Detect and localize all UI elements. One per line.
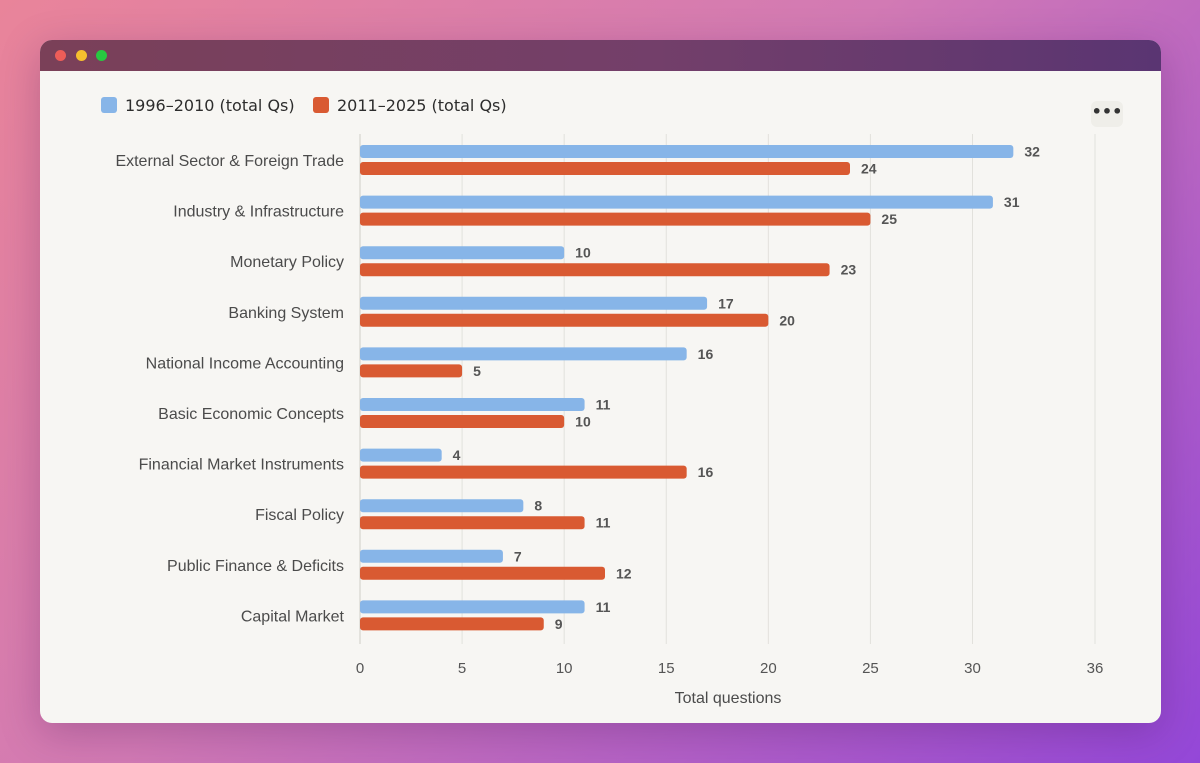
bar <box>360 162 850 175</box>
bar <box>360 398 585 411</box>
data-label: 9 <box>555 616 563 632</box>
category-label: Fiscal Policy <box>255 507 344 524</box>
category-label: National Income Accounting <box>146 355 344 372</box>
x-tick-label: 10 <box>556 660 573 677</box>
bar <box>360 212 871 226</box>
bar <box>360 313 769 327</box>
data-label: 17 <box>718 295 734 311</box>
legend-swatch <box>101 97 117 113</box>
data-label: 24 <box>861 161 877 177</box>
bar <box>360 600 585 614</box>
data-label: 20 <box>779 312 795 328</box>
category-label: Banking System <box>228 305 344 322</box>
bar <box>360 415 565 428</box>
more-horizontal-icon: ••• <box>1091 102 1123 121</box>
legend-item-2011-2025[interactable]: 2011–2025 (total Qs) <box>313 95 507 115</box>
x-axis-title: Total questions <box>675 690 782 707</box>
data-label: 4 <box>453 447 461 463</box>
bar <box>360 263 830 277</box>
data-label: 8 <box>534 498 542 514</box>
data-label: 12 <box>616 565 632 581</box>
bar <box>360 195 993 209</box>
legend-label: 2011–2025 (total Qs) <box>337 95 507 115</box>
zoom-window-button[interactable] <box>96 50 107 61</box>
category-label: Industry & Infrastructure <box>173 204 344 221</box>
x-tick-label: 0 <box>356 660 364 677</box>
data-label: 7 <box>514 548 522 564</box>
x-tick-label: 20 <box>760 660 777 677</box>
data-label: 25 <box>881 211 897 227</box>
legend-swatch <box>313 97 329 113</box>
legend-item-1996-2010[interactable]: 1996–2010 (total Qs) <box>101 95 295 115</box>
app-window: 1996–2010 (total Qs) 2011–2025 (total Qs… <box>40 40 1161 723</box>
minimize-window-button[interactable] <box>76 50 87 61</box>
data-label: 11 <box>596 397 611 413</box>
bar <box>360 516 585 530</box>
x-tick-label: 36 <box>1087 660 1104 677</box>
data-label: 16 <box>698 346 714 362</box>
category-label: Basic Economic Concepts <box>158 406 344 423</box>
bar <box>360 364 463 378</box>
data-label: 11 <box>596 515 611 531</box>
bar <box>360 465 687 479</box>
category-label: External Sector & Foreign Trade <box>115 153 344 170</box>
title-bar <box>40 40 1161 71</box>
data-label: 16 <box>698 464 714 480</box>
data-label: 5 <box>473 363 481 379</box>
data-label: 23 <box>841 262 857 278</box>
x-tick-label: 30 <box>964 660 981 677</box>
bar <box>360 617 544 631</box>
data-label: 10 <box>575 245 591 261</box>
bar <box>360 296 708 310</box>
bar <box>360 347 687 361</box>
close-window-button[interactable] <box>55 50 66 61</box>
bar <box>360 246 565 260</box>
bar <box>360 448 442 462</box>
data-label: 11 <box>596 599 611 615</box>
bar <box>360 499 524 513</box>
x-tick-label: 15 <box>658 660 675 677</box>
x-tick-label: 5 <box>458 660 466 677</box>
legend-label: 1996–2010 (total Qs) <box>125 95 295 115</box>
category-label: Monetary Policy <box>230 254 344 271</box>
data-label: 32 <box>1024 144 1040 160</box>
bar <box>360 566 605 580</box>
x-tick-label: 25 <box>862 660 879 677</box>
data-label: 31 <box>1004 194 1020 210</box>
category-label: Public Finance & Deficits <box>167 558 344 575</box>
bar <box>360 145 1014 158</box>
bar <box>360 549 503 563</box>
data-label: 10 <box>575 414 591 430</box>
category-label: Financial Market Instruments <box>139 457 344 474</box>
bar-chart: 0 5 10 15 20 25 30 36 Total questions External Se… <box>115 134 1104 707</box>
more-options-button[interactable]: ••• <box>1091 101 1123 127</box>
category-label: Capital Market <box>241 608 345 625</box>
